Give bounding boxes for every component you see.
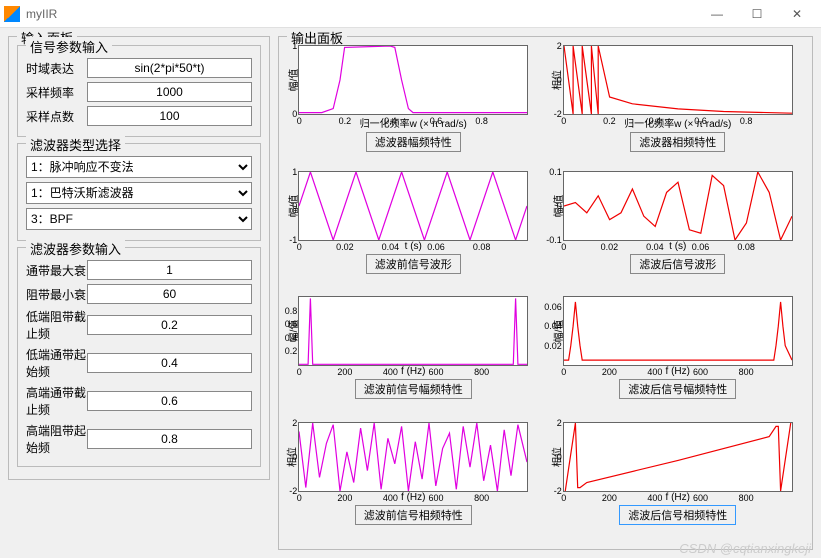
- plot-xlabel: t (s): [405, 241, 422, 252]
- plot-area: 幅/值02004006008000.20.40.60.8: [298, 296, 528, 366]
- plot-p22: 幅/值00.020.040.060.08-0.100.1t (s) 滤波后信号波形: [552, 171, 805, 291]
- ws1-label: 低端阻带截止频: [26, 308, 87, 342]
- maximize-button[interactable]: ☐: [737, 0, 777, 28]
- plot-area: 幅/值02004006008000.020.040.06: [563, 296, 793, 366]
- plot-xlabel: f (Hz): [666, 492, 690, 503]
- titlebar: myIIR — ☐ ✕: [0, 0, 821, 28]
- plot-area: 相位00.20.40.60.8-202: [563, 45, 793, 115]
- plot-area: 幅/值00.20.40.60.801: [298, 45, 528, 115]
- plot-button-p41[interactable]: 滤波前信号相频特性: [355, 505, 472, 525]
- signal-group-legend: 信号参数输入: [26, 37, 112, 56]
- plot-p11: 幅/值00.20.40.60.801归一化频率w (× π rad/s) 滤波器幅…: [287, 45, 540, 165]
- method-select[interactable]: 1：脉冲响应不变法: [26, 156, 252, 178]
- type-group: 滤波器类型选择 1：脉冲响应不变法 1：巴特沃斯滤波器 3：BPF: [17, 143, 261, 241]
- plot-button-p11[interactable]: 滤波器幅频特性: [366, 132, 461, 152]
- rs-input[interactable]: [87, 284, 252, 304]
- plot-xlabel: 归一化频率w (× π rad/s): [360, 115, 467, 130]
- n-label: 采样点数: [26, 108, 87, 125]
- plot-p21: 幅/值00.020.040.060.08-101t (s) 滤波前信号波形: [287, 171, 540, 291]
- param-group: 滤波器参数输入 通带最大衰 阻带最小衰 低端阻带截止频 低端通带起始频 高端通带…: [17, 247, 261, 467]
- plot-button-p22[interactable]: 滤波后信号波形: [630, 254, 725, 274]
- rp-input[interactable]: [87, 260, 252, 280]
- plot-p32: 幅/值02004006008000.020.040.06f (Hz) 滤波后信号幅…: [552, 296, 805, 416]
- close-button[interactable]: ✕: [777, 0, 817, 28]
- plot-xlabel: f (Hz): [666, 366, 690, 377]
- plot-button-p12[interactable]: 滤波器相频特性: [630, 132, 725, 152]
- rp-label: 通带最大衰: [26, 262, 87, 279]
- plot-ylabel: 幅/值: [285, 69, 300, 92]
- rs-label: 阻带最小衰: [26, 286, 87, 303]
- plot-area: 相位0200400600800-202: [298, 422, 528, 492]
- plot-button-p31[interactable]: 滤波前信号幅频特性: [355, 379, 472, 399]
- minimize-button[interactable]: —: [697, 0, 737, 28]
- filter-select[interactable]: 1：巴特沃斯滤波器: [26, 182, 252, 204]
- wp1-input[interactable]: [87, 353, 252, 373]
- plot-button-p42[interactable]: 滤波后信号相频特性: [619, 505, 736, 525]
- output-panel: 输出面板 幅/值00.20.40.60.801归一化频率w (× π rad/s…: [278, 36, 813, 550]
- plot-xlabel: f (Hz): [401, 366, 425, 377]
- window-title: myIIR: [26, 7, 697, 21]
- ws2-label: 高端阻带起始频: [26, 422, 87, 456]
- plot-xlabel: t (s): [669, 241, 686, 252]
- plot-xlabel: 归一化频率w (× π rad/s): [624, 115, 731, 130]
- plot-area: 幅/值00.020.040.060.08-0.100.1: [563, 171, 793, 241]
- expr-input[interactable]: [87, 58, 252, 78]
- fs-input[interactable]: [87, 82, 252, 102]
- wp2-input[interactable]: [87, 391, 252, 411]
- expr-label: 时域表达: [26, 60, 87, 77]
- plot-p12: 相位00.20.40.60.8-202归一化频率w (× π rad/s) 滤波器…: [552, 45, 805, 165]
- plot-p41: 相位0200400600800-202f (Hz) 滤波前信号相频特性: [287, 422, 540, 542]
- type-group-legend: 滤波器类型选择: [26, 135, 125, 154]
- signal-group: 信号参数输入 时域表达 采样频率 采样点数: [17, 45, 261, 137]
- plot-area: 相位0200400600800-202: [563, 422, 793, 492]
- plot-p42: 相位0200400600800-202f (Hz) 滤波后信号相频特性: [552, 422, 805, 542]
- app-icon: [4, 6, 20, 22]
- plot-xlabel: f (Hz): [401, 492, 425, 503]
- ws2-input[interactable]: [87, 429, 252, 449]
- plot-p31: 幅/值02004006008000.20.40.60.8f (Hz) 滤波前信号幅…: [287, 296, 540, 416]
- wp1-label: 低端通带起始频: [26, 346, 87, 380]
- band-select[interactable]: 3：BPF: [26, 208, 252, 230]
- plot-button-p21[interactable]: 滤波前信号波形: [366, 254, 461, 274]
- param-group-legend: 滤波器参数输入: [26, 239, 125, 258]
- wp2-label: 高端通带截止频: [26, 384, 87, 418]
- ws1-input[interactable]: [87, 315, 252, 335]
- plot-area: 幅/值00.020.040.060.08-101: [298, 171, 528, 241]
- input-panel: 输入面板 信号参数输入 时域表达 采样频率 采样点数 滤波器类型选择 1：脉冲响…: [8, 36, 270, 480]
- fs-label: 采样频率: [26, 84, 87, 101]
- n-input[interactable]: [87, 106, 252, 126]
- plot-button-p32[interactable]: 滤波后信号幅频特性: [619, 379, 736, 399]
